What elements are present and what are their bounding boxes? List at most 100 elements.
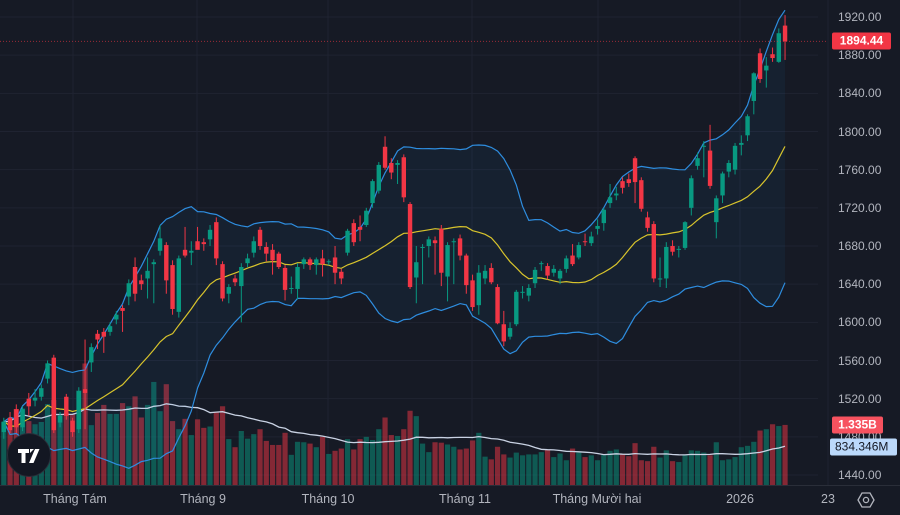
volume-bar <box>232 447 238 485</box>
candle-body <box>501 324 506 342</box>
candle-body <box>714 198 719 223</box>
time-tick-label: Tháng 10 <box>301 492 355 506</box>
volume-bar <box>201 427 207 485</box>
price-tick-label: 1640.00 <box>838 277 882 292</box>
candle-body <box>651 224 656 279</box>
settings-gear-icon[interactable] <box>856 490 876 510</box>
candle-body <box>282 267 288 290</box>
candle <box>495 284 500 325</box>
volume-bar <box>644 461 651 485</box>
volume-bar <box>538 452 544 485</box>
candle <box>357 215 363 242</box>
candle <box>601 207 606 231</box>
candle <box>664 242 669 288</box>
candle <box>689 175 694 216</box>
volume-bar <box>413 416 419 485</box>
candle <box>501 310 506 347</box>
price-tick-label: 1920.00 <box>838 10 882 24</box>
candle <box>176 255 181 318</box>
candle-body <box>664 246 669 279</box>
volume-bar <box>182 418 188 485</box>
candle-body <box>232 278 238 283</box>
candle <box>651 221 656 283</box>
volume-bar <box>163 384 169 485</box>
candle-body <box>520 291 525 293</box>
candle <box>51 354 56 434</box>
candle-body <box>432 240 438 244</box>
candle <box>245 253 250 268</box>
candle <box>76 387 81 434</box>
volume-bar <box>144 404 151 485</box>
time-tick-label: 23 <box>821 492 835 506</box>
candle <box>276 251 281 269</box>
candle <box>314 257 319 275</box>
time-tick-label: Tháng 9 <box>180 492 226 506</box>
volume-bar <box>219 406 226 485</box>
candle-body <box>507 328 513 337</box>
volume-bar <box>551 457 557 485</box>
candle <box>557 268 563 285</box>
volume-bar <box>426 452 432 485</box>
candle <box>520 286 525 299</box>
candle <box>395 160 400 184</box>
candle <box>376 162 381 194</box>
candle <box>620 177 625 194</box>
candle-body <box>420 246 425 248</box>
candle-body <box>76 391 81 430</box>
candle-body <box>207 229 213 240</box>
candle-body <box>332 257 338 273</box>
candle <box>614 186 619 201</box>
volume-bar <box>694 450 701 485</box>
volume-bar <box>782 424 788 485</box>
volume-bar <box>751 441 757 485</box>
candle-body <box>514 291 519 325</box>
candle-body <box>407 204 413 288</box>
volume-bar <box>451 446 457 485</box>
volume-bar <box>288 454 294 485</box>
candle-body <box>657 278 663 280</box>
tradingview-logo[interactable] <box>7 433 51 477</box>
candle-body <box>764 65 769 71</box>
candle-body <box>689 178 694 208</box>
candle-body <box>307 259 313 266</box>
volume-bar <box>401 429 407 485</box>
candle-body <box>20 409 25 428</box>
candle-body <box>745 116 750 136</box>
candle-body <box>426 239 431 247</box>
candle-body <box>701 145 706 147</box>
candle-body <box>626 179 631 184</box>
volume-bar <box>688 450 694 485</box>
candle <box>232 274 238 287</box>
candle-body <box>32 397 38 401</box>
candle-body <box>414 262 419 278</box>
candle <box>432 236 438 275</box>
candle-body <box>357 226 363 230</box>
volume-bar <box>338 448 344 485</box>
volume-bar <box>363 436 369 485</box>
candle <box>57 412 63 428</box>
candle-body <box>89 347 94 363</box>
candle-body <box>757 53 763 80</box>
candle-body <box>670 246 675 252</box>
candle-body <box>351 223 356 243</box>
volume-ma-tag: 834.346M <box>830 438 897 456</box>
candle <box>632 156 638 204</box>
candle <box>532 267 538 288</box>
candle-body <box>576 245 581 258</box>
volume-bar <box>376 429 382 485</box>
candle <box>251 236 256 258</box>
candle-body <box>245 258 250 264</box>
candle <box>220 261 225 302</box>
volume-bar <box>226 439 232 485</box>
candle <box>526 284 531 302</box>
volume-bar <box>513 452 519 485</box>
price-tick-label: 1720.00 <box>838 200 882 215</box>
candle <box>757 48 763 83</box>
candle-body <box>732 145 738 170</box>
candle-body <box>107 326 113 332</box>
bollinger-bands <box>3 9 786 469</box>
volume-bar <box>432 442 438 485</box>
volume-bar <box>738 447 744 485</box>
candle <box>414 246 419 304</box>
